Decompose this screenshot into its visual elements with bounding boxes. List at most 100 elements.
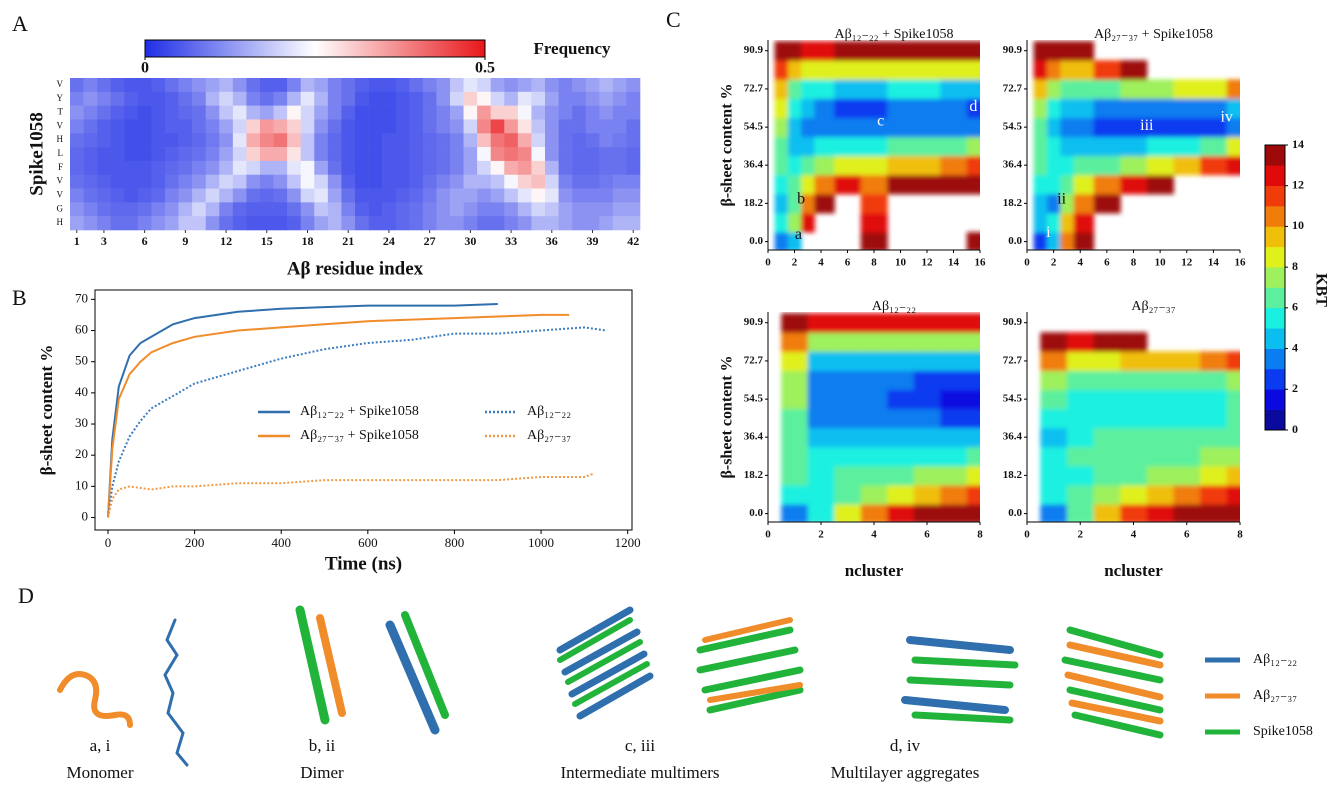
heat-cell [341, 119, 355, 133]
colorbar-segment [1265, 267, 1285, 288]
heat-cell [260, 133, 274, 147]
x-tick-label: 12 [922, 257, 934, 269]
x-tick-label: 12 [220, 234, 232, 248]
heat-cell [504, 189, 518, 203]
molecule-art [60, 610, 1160, 765]
contour-cell [1227, 504, 1254, 524]
y-tick-label: 54.5 [1003, 393, 1023, 405]
y-tick-label: V [57, 190, 64, 200]
contour-cell [1040, 370, 1067, 390]
contour-cell [914, 485, 941, 505]
contour-cell [1173, 390, 1200, 410]
heat-cell [301, 202, 315, 216]
heat-cell [246, 133, 260, 147]
contour-cell [914, 137, 941, 157]
x-tick-label: 4 [871, 529, 877, 541]
contour-cell [967, 175, 994, 195]
x-tick-label: 3 [101, 234, 107, 248]
contour-cell [861, 390, 888, 410]
heat-cell [111, 161, 125, 175]
heat-cell [531, 78, 545, 92]
contour-cell [1040, 466, 1067, 486]
contour-cell [887, 409, 914, 429]
series-line [108, 474, 593, 518]
heat-cell [301, 92, 315, 106]
heat-cell [124, 133, 138, 147]
colorbar-segment [1265, 145, 1285, 166]
x-tick-label: 15 [261, 234, 273, 248]
contour-cell [1094, 466, 1121, 486]
heat-cell [599, 161, 613, 175]
y-tick-label: L [58, 148, 64, 158]
heat-cell [165, 216, 179, 230]
contour-cell [940, 370, 967, 390]
heat-cell [111, 106, 125, 120]
heat-cell [423, 106, 437, 120]
heat-cell [613, 161, 627, 175]
contour-cell [1047, 156, 1061, 176]
contour-cell [1060, 156, 1074, 176]
x-tick-label: 400 [271, 535, 291, 550]
legend-label: Aβ₁₂₋₂₂ [1253, 652, 1297, 667]
heat-cell [423, 202, 437, 216]
heat-cell [314, 106, 328, 120]
heat-cell [84, 161, 98, 175]
heat-cell [518, 147, 532, 161]
heat-cell [355, 202, 369, 216]
y-tick-label: 18.2 [1003, 469, 1023, 481]
contour-cell [914, 409, 941, 429]
heat-cell [233, 202, 247, 216]
heat-cell [111, 216, 125, 230]
heat-cell [260, 147, 274, 161]
contour-cell [775, 232, 789, 252]
heat-cell [491, 161, 505, 175]
heat-cell [409, 202, 423, 216]
heat-cell [206, 78, 220, 92]
heat-cell [491, 147, 505, 161]
heat-cell [301, 119, 315, 133]
heat-cell [97, 175, 111, 189]
colorbar-tick-label: 0.5 [475, 60, 495, 77]
heat-cell [124, 92, 138, 106]
contour-cell [801, 79, 815, 99]
contour-cell [1060, 79, 1074, 99]
contour-cell [940, 79, 967, 99]
x-tick-label: 800 [445, 535, 465, 550]
heat-cell [531, 161, 545, 175]
heat-cell [111, 147, 125, 161]
contour-cell [887, 466, 914, 486]
heat-cell [518, 92, 532, 106]
heat-cell [246, 202, 260, 216]
contour-cell [1047, 98, 1061, 118]
heat-cell [423, 175, 437, 189]
x-tick-label: 6 [1104, 257, 1110, 269]
contour-cell [1147, 409, 1174, 429]
heat-cell [328, 189, 342, 203]
heat-cell [328, 161, 342, 175]
heat-cell [409, 133, 423, 147]
contour-cell [808, 313, 835, 333]
heat-cell [531, 216, 545, 230]
heat-cell [586, 189, 600, 203]
heat-cell [369, 216, 383, 230]
heat-cell [477, 161, 491, 175]
contour-cell [967, 370, 994, 390]
heat-cell [626, 106, 640, 120]
contour-cell [808, 409, 835, 429]
x-tick-label: 0 [105, 535, 112, 550]
contour-cell [1094, 390, 1121, 410]
heat-cell [206, 106, 220, 120]
contour-cell [1067, 409, 1094, 429]
contour-cell [1200, 485, 1227, 505]
contour-cell [788, 79, 802, 99]
heat-cell [274, 161, 288, 175]
contour-cell [861, 313, 888, 333]
heat-cell [382, 216, 396, 230]
contour-cell [914, 118, 941, 138]
heat-cell [192, 216, 206, 230]
contour-cell [1120, 447, 1147, 467]
contour-cell [1173, 137, 1200, 157]
heat-cell [70, 175, 84, 189]
contour-cell [1173, 79, 1200, 99]
y-tick-label: 70 [75, 290, 88, 305]
